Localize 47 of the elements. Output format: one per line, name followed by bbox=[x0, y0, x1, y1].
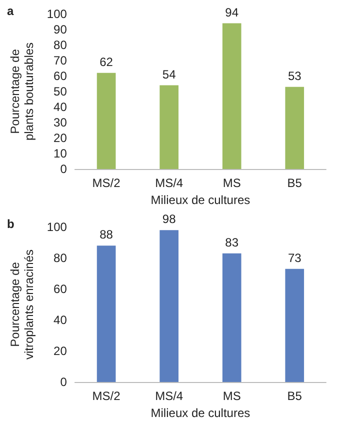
y-tick-label: 30 bbox=[54, 116, 68, 130]
y-tick-label: 20 bbox=[54, 344, 68, 358]
y-axis-title: Pourcentage de vitroplants enracinés bbox=[8, 249, 36, 360]
y-tick-label: 60 bbox=[54, 282, 68, 296]
y-tick-label: 90 bbox=[54, 22, 68, 36]
x-tick-label: MS/4 bbox=[155, 389, 184, 403]
x-tick-label: MS bbox=[222, 389, 241, 403]
bar bbox=[160, 85, 178, 169]
data-label: 83 bbox=[225, 235, 239, 250]
y-tick-label: 100 bbox=[46, 7, 68, 21]
x-tick-label: B5 bbox=[287, 389, 302, 403]
bar bbox=[160, 230, 178, 382]
bar bbox=[96, 246, 116, 382]
y-tick-label: 0 bbox=[60, 375, 68, 389]
data-label: 62 bbox=[100, 54, 114, 69]
y-tick-label: 50 bbox=[54, 84, 68, 98]
y-tick-label: 0 bbox=[60, 162, 68, 176]
data-label: 98 bbox=[162, 212, 176, 226]
y-tick-label: 80 bbox=[54, 251, 68, 265]
bar bbox=[285, 268, 304, 382]
y-axis-title: Pourcentage de plants bouturables bbox=[8, 42, 36, 141]
x-tick-label: MS/2 bbox=[92, 389, 121, 403]
bar bbox=[285, 86, 304, 169]
x-axis-title: Milieux de cultures bbox=[150, 406, 250, 420]
y-tick-label: 40 bbox=[54, 313, 68, 327]
y-tick-label: 80 bbox=[54, 38, 68, 52]
y-tick-label: 60 bbox=[54, 69, 68, 83]
data-label: 54 bbox=[162, 67, 176, 82]
data-label: 94 bbox=[225, 5, 239, 20]
bar bbox=[96, 72, 116, 169]
data-label: 88 bbox=[100, 228, 114, 242]
bar bbox=[222, 23, 242, 169]
x-tick-label: MS/4 bbox=[155, 176, 184, 190]
y-tick-label: 70 bbox=[54, 54, 68, 68]
data-label: 73 bbox=[288, 250, 302, 265]
y-tick-label: 100 bbox=[46, 220, 68, 234]
y-tick-label: 40 bbox=[54, 100, 68, 114]
x-axis-title: Milieux de cultures bbox=[150, 192, 250, 207]
x-tick-label: MS bbox=[222, 176, 241, 190]
x-tick-label: MS/2 bbox=[92, 176, 121, 190]
chart-title: b bbox=[7, 217, 14, 231]
chart-title: a bbox=[7, 4, 14, 18]
x-tick-label: B5 bbox=[287, 176, 302, 190]
y-tick-label: 20 bbox=[54, 131, 68, 145]
data-label: 53 bbox=[288, 68, 302, 83]
bar bbox=[222, 253, 242, 382]
y-tick-label: 10 bbox=[54, 146, 68, 160]
